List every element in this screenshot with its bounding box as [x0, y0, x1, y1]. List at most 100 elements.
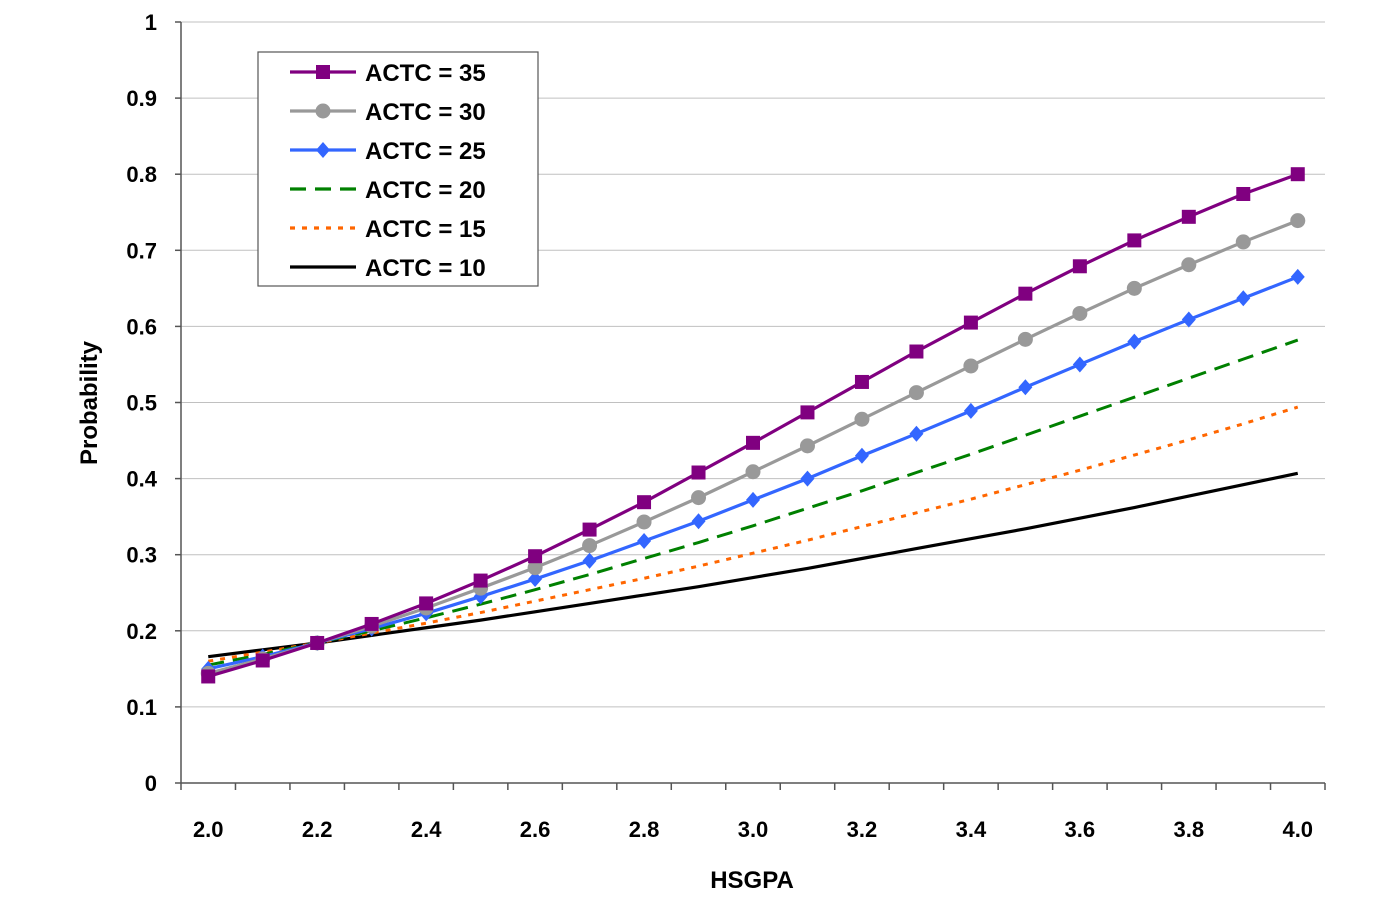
legend-marker [316, 142, 330, 158]
data-point [1072, 356, 1087, 373]
series-lines [200, 167, 1306, 684]
y-tick-label: 0.7 [126, 238, 157, 263]
data-point [745, 464, 761, 480]
x-axis-title: HSGPA [710, 867, 794, 894]
y-tick-label: 0.9 [126, 86, 157, 111]
x-tick-label: 3.0 [738, 817, 769, 842]
data-point [637, 533, 652, 550]
x-tick-label: 3.6 [1065, 817, 1096, 842]
y-tick-label: 1 [145, 10, 157, 35]
data-point [527, 560, 543, 576]
data-point [1072, 305, 1088, 321]
legend-marker [316, 65, 330, 79]
y-tick-label: 0.6 [126, 314, 157, 339]
data-point [799, 438, 815, 454]
legend-entry: ACTC = 25 [290, 138, 486, 165]
data-point [1018, 379, 1033, 396]
legend-label: ACTC = 30 [365, 99, 486, 126]
data-point [1017, 331, 1033, 347]
legend-label: ACTC = 35 [365, 60, 486, 87]
data-point [582, 538, 598, 554]
data-point [909, 344, 924, 359]
legend: ACTC = 35 ACTC = 30 ACTC = 25 ACTC = 20 ACTC… [257, 51, 539, 287]
data-point [1181, 311, 1196, 328]
data-point [637, 495, 652, 510]
x-tick-label: 3.4 [956, 817, 987, 842]
x-tick-label: 2.2 [302, 817, 333, 842]
data-point [1290, 268, 1305, 285]
data-point [746, 435, 760, 450]
series-actc-35 [201, 167, 1305, 684]
y-tick-label: 0.4 [126, 467, 157, 492]
x-tick-label: 3.2 [847, 817, 878, 842]
legend-label: ACTC = 15 [365, 216, 486, 243]
data-point [582, 522, 597, 537]
data-point [528, 571, 543, 588]
legend-entry: ACTC = 30 [290, 99, 486, 126]
x-tick-label: 2.0 [193, 817, 224, 842]
data-point [909, 425, 924, 442]
data-point [1235, 234, 1251, 250]
data-point [419, 596, 434, 611]
data-point [854, 447, 869, 464]
data-point [582, 552, 597, 569]
legend-label: ACTC = 10 [365, 255, 486, 282]
data-point [691, 465, 706, 480]
data-point [1181, 209, 1196, 224]
y-tick-label: 0.1 [126, 695, 157, 720]
data-point [800, 405, 815, 420]
data-point [963, 358, 979, 374]
legend-box [257, 51, 539, 287]
data-point [1127, 333, 1142, 350]
data-point [473, 573, 488, 588]
data-point [528, 549, 543, 564]
legend-entry: ACTC = 20 [290, 177, 486, 204]
legend-marker [315, 103, 331, 119]
data-point [1290, 167, 1305, 182]
data-point [963, 315, 978, 330]
y-tick-label: 0.8 [126, 162, 157, 187]
legend-label: ACTC = 20 [365, 177, 486, 204]
data-point [201, 669, 216, 684]
y-axis-title: Probability [76, 340, 103, 465]
series-actc-10 [208, 471, 1299, 659]
data-point [691, 513, 706, 530]
data-point [1072, 259, 1087, 274]
data-point [255, 653, 270, 668]
legend-entry: ACTC = 10 [290, 255, 486, 282]
data-point [310, 635, 325, 650]
data-point [1127, 233, 1142, 248]
data-point [691, 490, 707, 506]
legend-label: ACTC = 25 [365, 138, 486, 165]
axes: 0 0.1 0.2 0.3 0.4 0.5 0.6 0.7 0.8 0.9 1 2.0 2.2 2.4 2.… [126, 10, 1326, 842]
data-point [1290, 213, 1306, 229]
data-point [1018, 286, 1033, 301]
series-line [207, 338, 1299, 667]
series-line [207, 405, 1299, 663]
data-point [1181, 257, 1197, 273]
legend-entry: ACTC = 35 [290, 60, 486, 87]
data-point [854, 411, 870, 427]
legend-entry: ACTC = 15 [290, 216, 486, 243]
data-point [364, 616, 379, 631]
y-tick-label: 0.3 [126, 543, 157, 568]
data-point [746, 491, 760, 508]
x-tick-label: 3.8 [1174, 817, 1205, 842]
data-point [854, 374, 869, 389]
x-tick-label: 2.8 [629, 817, 660, 842]
series-actc-20 [207, 338, 1299, 667]
data-point [800, 470, 815, 487]
data-point [636, 514, 652, 530]
x-tick-label: 2.4 [411, 817, 442, 842]
series-line [208, 471, 1299, 659]
data-point [1236, 186, 1251, 201]
data-point [908, 385, 924, 401]
y-tick-label: 0.2 [126, 619, 157, 644]
y-tick-label: 0 [145, 771, 157, 796]
y-tick-label: 0.5 [126, 391, 157, 416]
data-point [963, 402, 978, 419]
x-tick-label: 2.6 [520, 817, 551, 842]
data-point [1236, 290, 1251, 307]
